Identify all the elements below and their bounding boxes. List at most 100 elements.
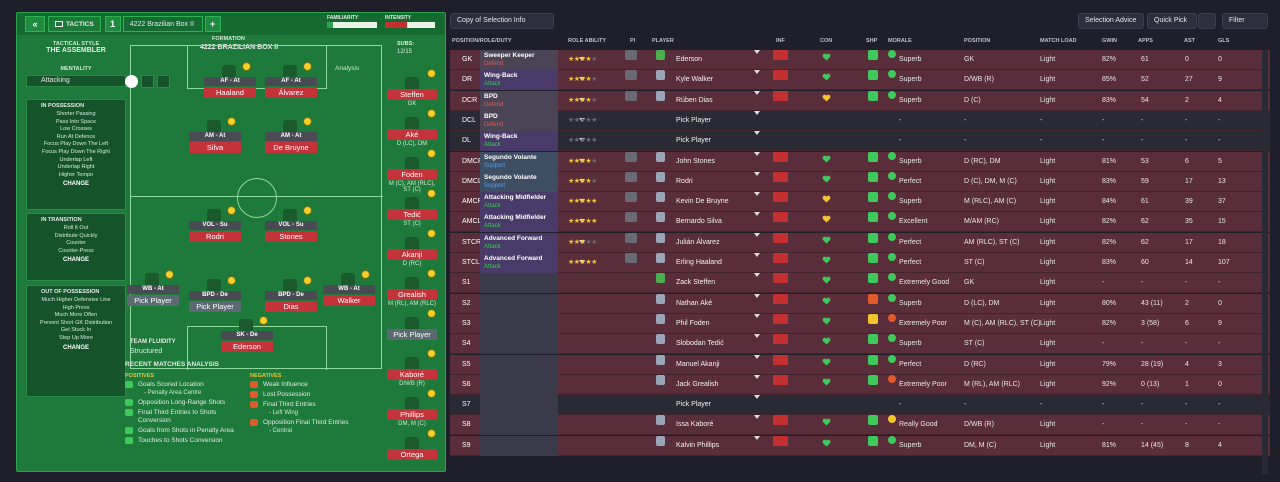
tactic-name[interactable]: 4222 Brazilian Box II [122, 16, 203, 32]
pitch-player-name[interactable]: De Bruyne [265, 142, 317, 153]
pitch-player-name[interactable]: Ederson [221, 341, 273, 352]
col-role-ability[interactable]: ROLE ABILITY [568, 38, 606, 44]
pitch-player-name[interactable]: Silva [189, 142, 241, 153]
role-duty-select[interactable]: Attacking Midfielder Attack [480, 192, 585, 213]
mentality-select[interactable]: Attacking [26, 75, 126, 87]
role-dropdown-icon[interactable] [579, 97, 585, 102]
sub-player-name[interactable]: Pick Player [387, 329, 437, 340]
player-name[interactable]: Erling Haaland [676, 259, 722, 266]
sub-player-name[interactable]: Grealish [387, 289, 437, 300]
back-button[interactable]: « [25, 16, 45, 32]
player-instructions-icon[interactable] [625, 192, 637, 203]
table-row[interactable]: STCR Advanced Forward Attack ★★★★★ Julián Ál… [450, 232, 1270, 253]
quick-pick-button[interactable]: Quick Pick [1147, 13, 1197, 29]
role-duty-select[interactable]: Wing-Back Attack [480, 70, 585, 91]
table-row[interactable]: GK Sweeper Keeper Defend ★★★★★ Ederson Superb… [450, 50, 1270, 70]
selection-advice-button[interactable]: Selection Advice [1078, 13, 1144, 29]
sub-player-name[interactable]: Ortega [387, 449, 437, 460]
role-duty-select[interactable]: Sweeper Keeper Defend [480, 50, 585, 70]
role-duty-select[interactable]: Segundo Volante Support [480, 171, 585, 192]
player-name[interactable]: Pick Player [676, 116, 712, 124]
player-dropdown-icon[interactable] [754, 273, 760, 278]
filter-button[interactable]: Filter [1222, 13, 1268, 29]
player-dropdown-icon[interactable] [754, 232, 760, 237]
col-ast[interactable]: AST [1184, 38, 1195, 44]
player-dropdown-icon[interactable] [754, 415, 760, 420]
table-row[interactable]: DR Wing-Back Attack ★★★★★ Kyle Walker Superb D… [450, 70, 1270, 91]
table-row[interactable]: S8 Issa Kaboré Really Good D/WB (R) Light - - -… [450, 415, 1270, 436]
col-gwin[interactable]: GWIN [1102, 38, 1117, 44]
player-instructions-icon[interactable] [625, 171, 637, 182]
player-name[interactable]: Kyle Walker [676, 76, 714, 84]
player-name[interactable]: Nathan Aké [676, 299, 713, 307]
pitch-role-label[interactable]: SK - De [221, 331, 273, 340]
player-dropdown-icon[interactable] [754, 334, 760, 339]
pitch-role-label[interactable]: BPD - De [189, 291, 241, 300]
pitch-role-label[interactable]: AM - At [189, 132, 241, 141]
player-dropdown-icon[interactable] [754, 212, 760, 217]
tactical-style[interactable]: TACTICAL STYLE THE ASSEMBLER [46, 41, 106, 54]
player-dropdown-icon[interactable] [754, 171, 760, 176]
table-row[interactable]: S9 Kalvin Phillips Superb DM, M (C) Light 81%… [450, 435, 1270, 456]
role-dropdown-icon[interactable] [579, 239, 585, 244]
col-match-load[interactable]: MATCH LOAD [1040, 38, 1077, 44]
role-duty-select[interactable]: Wing-Back Attack [480, 131, 585, 152]
col-position-role-duty[interactable]: POSITION/ROLE/DUTY [452, 38, 512, 44]
table-row[interactable]: AMCL Attacking Midfielder Attack ★★★★★ Berna… [450, 212, 1270, 233]
player-name[interactable]: Julián Álvarez [676, 238, 720, 246]
player-instructions-icon[interactable] [625, 70, 637, 81]
pitch-role-label[interactable]: VOL - Su [189, 221, 241, 230]
in-transition-change-button[interactable]: CHANGE [62, 257, 89, 264]
col-player[interactable]: PLAYER [652, 38, 674, 44]
bar-chart-icon[interactable] [141, 75, 154, 88]
list-icon[interactable] [157, 75, 170, 88]
player-dropdown-icon[interactable] [754, 313, 760, 318]
analysis-toggle[interactable]: Analysis [335, 65, 360, 72]
player-dropdown-icon[interactable] [754, 131, 760, 136]
pitch-role-label[interactable]: AF - At [204, 77, 256, 86]
player-name[interactable]: Ederson [676, 56, 703, 63]
player-instructions-icon[interactable] [625, 50, 637, 60]
player-dropdown-icon[interactable] [754, 435, 760, 440]
player-name[interactable]: Kevin De Bruyne [676, 198, 729, 206]
player-name[interactable]: John Stones [676, 157, 715, 165]
role-duty-select[interactable]: Advanced Forward Attack [480, 253, 585, 273]
table-row[interactable]: AMCR Attacking Midfielder Attack ★★★★★ Kevin… [450, 192, 1270, 213]
table-row[interactable]: DMCR Segundo Volante Support ★★★★★ John Ston… [450, 151, 1270, 172]
pitch-player-name[interactable]: Pick Player [189, 301, 241, 312]
player-dropdown-icon[interactable] [754, 110, 760, 115]
table-row[interactable]: DCL BPD Defend ★★★★★ Pick Player - - - - - - - [450, 110, 1270, 131]
role-dropdown-icon[interactable] [579, 77, 585, 82]
sub-player-name[interactable]: Phillips [387, 409, 437, 420]
table-row[interactable]: S2 Nathan Aké Superb D (LC), DM Light 80% 43 (… [450, 293, 1270, 314]
table-scrollbar[interactable] [1262, 50, 1268, 474]
recent-matches-title[interactable]: RECENT MATCHES ANALYSIS [125, 361, 220, 368]
pitch-player-name[interactable]: Stones [265, 231, 317, 242]
table-row[interactable]: DMCL Segundo Volante Support ★★★★★ Rodri Perf… [450, 171, 1270, 192]
table-row[interactable]: S6 Jack Grealish Extremely Poor M (RL), AM … [450, 374, 1270, 395]
player-dropdown-icon[interactable] [754, 354, 760, 359]
col-pi[interactable]: PI [630, 38, 636, 44]
col-con[interactable]: CON [820, 38, 833, 44]
role-duty-select[interactable]: BPD Defend [480, 110, 585, 131]
pitch-role-label[interactable]: AM - At [265, 132, 317, 141]
pitch-player-name[interactable]: Haaland [204, 87, 256, 98]
player-name[interactable]: Zack Steffen [676, 279, 716, 287]
col-inf[interactable]: INF [776, 38, 785, 44]
table-row[interactable]: STCL Advanced Forward Attack ★★★★★ Erling Ha… [450, 253, 1270, 273]
player-name[interactable]: Kalvin Phillips [676, 441, 720, 449]
add-tactic-button[interactable]: + [204, 16, 221, 32]
table-row[interactable]: S1 Zack Steffen Extremely Good GK Light - - - - [450, 273, 1270, 294]
role-dropdown-icon[interactable] [579, 57, 585, 61]
pitch-player-name[interactable]: Álvarez [265, 87, 317, 98]
role-dropdown-icon[interactable] [579, 219, 585, 224]
col-morale[interactable]: MORALE [888, 38, 912, 44]
sub-player-name[interactable]: Tedić [387, 209, 437, 220]
player-dropdown-icon[interactable] [754, 293, 760, 298]
player-name[interactable]: Issa Kaboré [676, 421, 714, 429]
player-instructions-icon[interactable] [625, 253, 637, 263]
player-dropdown-icon[interactable] [754, 151, 760, 156]
pitch-role-label[interactable]: WB - At [127, 285, 179, 294]
player-name[interactable]: Bernardo Silva [676, 218, 722, 226]
role-dropdown-icon[interactable] [579, 138, 585, 143]
